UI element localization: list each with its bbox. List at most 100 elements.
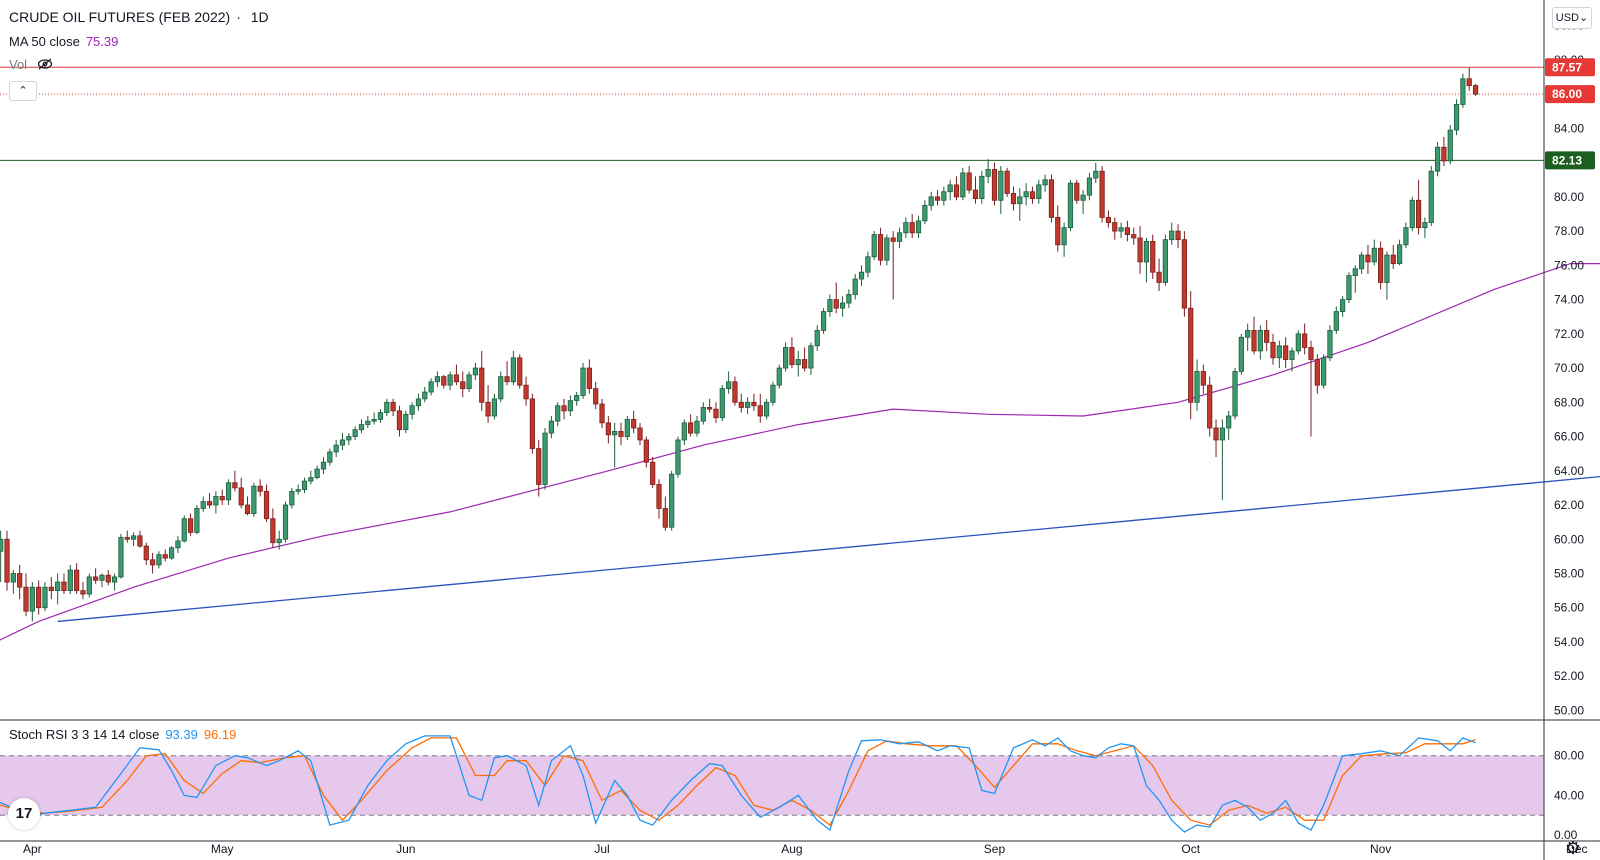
candle-body (365, 420, 371, 425)
candle-body (282, 504, 289, 540)
candle-up (1162, 234, 1168, 286)
candle-body (1327, 329, 1333, 359)
candle-body (1074, 182, 1080, 201)
ma-legend[interactable]: MA 50 close 75.39 (9, 34, 124, 49)
candle-body (896, 232, 903, 242)
candle-body (194, 508, 200, 533)
symbol-title[interactable]: CRUDE OIL FUTURES (FEB 2022) (9, 9, 231, 25)
candle-up (1295, 330, 1301, 355)
candle-body (17, 573, 23, 588)
price-tick-label: 78.00 (1554, 224, 1584, 238)
candle-up (314, 465, 320, 480)
candle-body (403, 413, 409, 431)
price-tick-label: 64.00 (1554, 464, 1584, 478)
candle-down (934, 190, 941, 206)
candle-up (1245, 323, 1251, 351)
tradingview-logo[interactable]: 17 (8, 798, 40, 830)
candle-down (479, 350, 485, 411)
candle-down (713, 402, 719, 423)
candle-body (460, 381, 466, 390)
candle-down (643, 436, 649, 468)
price-pane[interactable] (0, 66, 1600, 649)
candle-body (428, 381, 434, 393)
candle-body (149, 559, 156, 566)
candle-body (1453, 104, 1460, 131)
candle-up (719, 385, 725, 422)
candle-body (453, 374, 460, 383)
candle-down (1055, 205, 1061, 252)
candle-up (567, 395, 573, 416)
candle-up (1340, 296, 1346, 317)
candle-up (574, 392, 580, 406)
candle-up (808, 342, 814, 375)
candle-up (1289, 347, 1295, 372)
candle-body (960, 172, 966, 198)
candle-up (1371, 239, 1377, 266)
candle-up (1042, 174, 1048, 192)
candle-body (839, 302, 846, 309)
candle-body (1080, 194, 1086, 201)
candle-down (650, 457, 656, 488)
time-tick-label: Dec (1566, 842, 1587, 856)
candle-up (1169, 222, 1175, 245)
candle-down (517, 354, 523, 389)
candle-body (580, 367, 586, 396)
collapse-legend-button[interactable]: ⌃ (9, 81, 37, 101)
candle-body (814, 329, 820, 347)
candle-up (839, 296, 846, 317)
candle-body (36, 586, 42, 609)
candle-up (745, 397, 751, 415)
candle-up (99, 573, 105, 588)
candle-down (105, 570, 111, 586)
candle-body (555, 405, 561, 422)
candle-body (384, 401, 390, 413)
candle-up (42, 582, 48, 612)
candle-body (972, 189, 979, 199)
candle-body (713, 408, 719, 419)
candle-body (1004, 170, 1010, 194)
candle-down (1105, 210, 1112, 228)
candle-up (1397, 239, 1403, 266)
candle-down (124, 530, 130, 543)
candle-body (238, 487, 244, 506)
eye-off-icon[interactable] (37, 58, 53, 70)
candle-down (1441, 136, 1447, 167)
candle-down (972, 176, 979, 204)
candle-body (574, 395, 580, 401)
stoch-rsi-legend[interactable]: Stoch RSI 3 3 14 14 close 93.39 96.19 (9, 727, 242, 742)
candle-body (675, 439, 681, 475)
candle-body (624, 419, 630, 437)
candle-up (612, 422, 618, 468)
candle-body (637, 427, 643, 441)
candle-down (504, 361, 510, 386)
gear-icon[interactable]: ⚙ (1564, 838, 1582, 858)
stoch-rsi-pane[interactable] (0, 735, 1544, 833)
candle-down (460, 371, 466, 398)
candle-body (542, 432, 548, 485)
vol-legend[interactable]: Vol (9, 57, 53, 72)
candle-down (1213, 419, 1219, 458)
candle-body (1308, 347, 1314, 360)
candle-down (688, 414, 694, 437)
candle-up (301, 477, 308, 494)
price-tick-label: 70.00 (1554, 361, 1584, 375)
candle-down (36, 580, 42, 615)
candle-body (409, 405, 415, 415)
candle-body (479, 367, 485, 403)
candle-down (1099, 166, 1105, 223)
ma-label: MA 50 close (9, 34, 80, 49)
candle-down (263, 484, 270, 523)
interval-label[interactable]: 1D (250, 9, 269, 25)
candle-body (1188, 307, 1194, 403)
currency-selector[interactable]: USD⌄ (1552, 7, 1592, 29)
candle-down (485, 385, 491, 423)
candle-body (1314, 359, 1320, 386)
candle-down (1466, 67, 1472, 91)
candle-down (1365, 244, 1371, 274)
candle-body (1067, 182, 1074, 229)
candle-up (346, 433, 352, 446)
candle-body (820, 311, 827, 331)
candle-body (517, 357, 523, 386)
candle-body (504, 376, 510, 383)
